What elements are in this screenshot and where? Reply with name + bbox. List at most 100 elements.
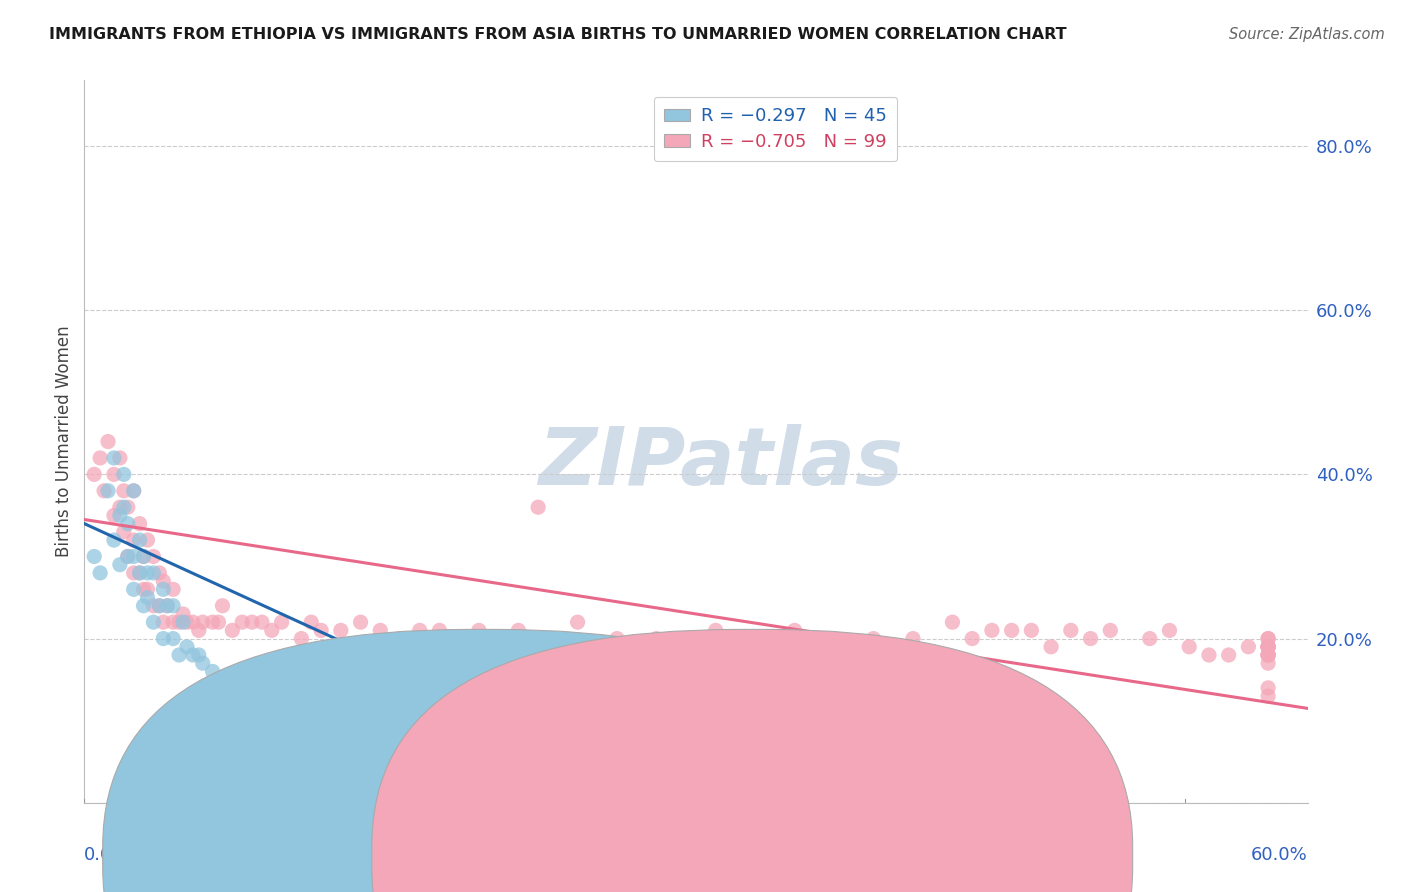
Point <box>128 533 150 547</box>
Point <box>309 624 332 638</box>
Point <box>1218 648 1240 662</box>
Point <box>132 582 155 597</box>
Point <box>132 599 155 613</box>
Point <box>606 632 628 646</box>
Point <box>783 624 806 638</box>
Point <box>260 714 283 728</box>
Point <box>162 632 184 646</box>
Point <box>1159 624 1181 638</box>
Point <box>1257 632 1279 646</box>
Point <box>112 500 135 515</box>
Point <box>152 574 174 588</box>
Point <box>132 549 155 564</box>
Point <box>270 722 292 736</box>
Point <box>211 599 233 613</box>
Legend: R = −0.297   N = 45, R = −0.705   N = 99: R = −0.297 N = 45, R = −0.705 N = 99 <box>654 96 897 161</box>
Point <box>83 549 105 564</box>
Point <box>221 624 243 638</box>
Point <box>449 632 471 646</box>
Point <box>142 615 165 630</box>
Point <box>117 500 139 515</box>
Point <box>162 582 184 597</box>
Point <box>148 599 170 613</box>
Point <box>152 582 174 597</box>
Point <box>117 516 139 531</box>
Point <box>136 582 159 597</box>
Point <box>1257 657 1279 671</box>
Point <box>1198 648 1220 662</box>
Text: 0.0%: 0.0% <box>84 847 129 864</box>
Point <box>152 632 174 646</box>
Point <box>142 599 165 613</box>
Point <box>132 549 155 564</box>
Point <box>122 483 145 498</box>
Point <box>299 722 322 736</box>
Point <box>112 467 135 482</box>
Point <box>122 533 145 547</box>
Point <box>429 624 451 638</box>
Point <box>103 533 125 547</box>
Point <box>89 450 111 465</box>
Point <box>128 516 150 531</box>
Point <box>108 558 131 572</box>
Point <box>1257 689 1279 703</box>
Text: ZIPatlas: ZIPatlas <box>538 425 903 502</box>
Point <box>176 615 198 630</box>
Point <box>980 624 1002 638</box>
Point <box>1257 648 1279 662</box>
Point <box>148 566 170 580</box>
Point <box>231 689 253 703</box>
Point <box>231 615 253 630</box>
Point <box>1139 632 1161 646</box>
Point <box>172 615 194 630</box>
Point <box>136 533 159 547</box>
Point <box>299 615 322 630</box>
Point <box>527 500 550 515</box>
FancyBboxPatch shape <box>371 630 1133 892</box>
Point <box>685 632 707 646</box>
Point <box>207 673 229 687</box>
Point <box>103 450 125 465</box>
Point <box>488 632 510 646</box>
Point <box>162 615 184 630</box>
Point <box>97 483 120 498</box>
Point <box>1021 624 1043 638</box>
Point <box>240 615 263 630</box>
Point <box>240 698 263 712</box>
Point <box>156 599 179 613</box>
Point <box>409 624 432 638</box>
Point <box>207 615 229 630</box>
Point <box>152 615 174 630</box>
Point <box>181 648 204 662</box>
Point <box>221 681 243 695</box>
Point <box>1257 648 1279 662</box>
Point <box>136 566 159 580</box>
Point <box>142 566 165 580</box>
Point <box>83 467 105 482</box>
Point <box>167 615 190 630</box>
Point <box>117 549 139 564</box>
Point <box>1257 640 1279 654</box>
Point <box>148 599 170 613</box>
Point <box>122 549 145 564</box>
Point <box>349 730 371 744</box>
Point <box>108 508 131 523</box>
Point <box>1257 640 1279 654</box>
Point <box>941 615 963 630</box>
Point <box>167 648 190 662</box>
Point <box>187 648 209 662</box>
Point <box>290 632 312 646</box>
Point <box>103 467 125 482</box>
Point <box>201 665 224 679</box>
Point <box>97 434 120 449</box>
Point <box>508 624 530 638</box>
Y-axis label: Births to Unmarried Women: Births to Unmarried Women <box>55 326 73 558</box>
Point <box>211 681 233 695</box>
Point <box>89 566 111 580</box>
Point <box>1237 640 1260 654</box>
Point <box>128 566 150 580</box>
Point <box>862 632 884 646</box>
Point <box>162 599 184 613</box>
Point <box>960 632 983 646</box>
Point <box>122 582 145 597</box>
